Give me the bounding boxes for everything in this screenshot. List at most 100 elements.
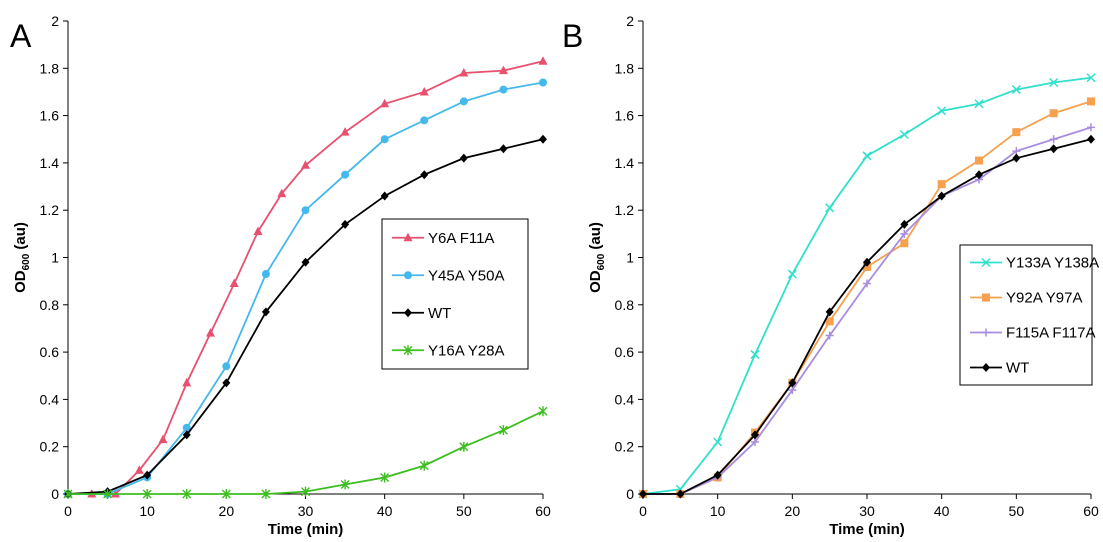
data-point (459, 97, 468, 106)
data-point (1049, 144, 1058, 154)
data-point (182, 430, 191, 440)
legend-item: WT (392, 305, 451, 322)
data-point (862, 151, 872, 161)
data-point (713, 470, 722, 480)
data-point (825, 331, 834, 340)
y-tick-label: 1.6 (615, 108, 635, 124)
data-point (459, 441, 469, 452)
legend-item: F115A F117A (970, 325, 1096, 342)
y-axis-title-unit: (au) (587, 222, 604, 254)
x-tick-label: 30 (859, 503, 875, 519)
data-point (222, 362, 231, 371)
x-tick-label: 10 (139, 503, 155, 519)
data-point (1049, 77, 1059, 88)
legend-item: Y45A Y50A (392, 267, 504, 284)
data-point (713, 437, 723, 447)
data-point (1087, 123, 1095, 132)
x-axis-title: Time (min) (268, 521, 344, 538)
y-axis-title-main: OD (587, 270, 604, 293)
data-point (751, 430, 759, 440)
data-point (301, 257, 310, 267)
legend-swatch-marker (403, 232, 413, 242)
data-point (499, 85, 508, 94)
legend-item: Y133A Y138A (970, 255, 1099, 272)
data-point (261, 307, 270, 317)
legend-label: Y6A F11A (428, 230, 494, 247)
legend-item: Y16A Y28A (392, 342, 504, 359)
legend-box (381, 218, 529, 370)
y-tick-label: 2 (626, 13, 634, 29)
chart-panel-b: B00.20.40.60.811.21.41.61.820 10 20 30 40 50 6… (562, 13, 1099, 538)
data-point (459, 68, 469, 77)
y-tick-label: 0.8 (615, 297, 635, 313)
x-tick-label: 30 (298, 503, 314, 519)
data-point (340, 127, 350, 136)
y-tick-label: 0 (626, 486, 634, 502)
series-wt (64, 134, 547, 499)
data-point (253, 226, 263, 235)
series-y133a-y138a (638, 73, 1096, 499)
data-point (974, 99, 984, 109)
x-tick-label: 0 (64, 503, 72, 519)
data-point (340, 479, 350, 490)
data-point (538, 56, 548, 65)
data-point (937, 106, 947, 116)
x-tick-label: 10 (710, 503, 726, 519)
data-point (788, 378, 797, 388)
x-tick-label: 60 (1083, 503, 1099, 519)
y-tick-label: 0.4 (40, 391, 60, 407)
data-point (787, 269, 797, 279)
y-tick-label: 1.4 (615, 155, 635, 171)
data-point (301, 486, 310, 497)
y-axis-title-unit: (au) (12, 222, 29, 254)
data-point (222, 378, 231, 388)
series-y16a-y28a (63, 406, 548, 499)
y-axis-title-subscript: 600 (596, 253, 607, 270)
y-tick-label: 0.6 (40, 344, 60, 360)
data-point (158, 434, 168, 444)
data-point (142, 489, 152, 499)
y-tick-label: 1.6 (40, 108, 60, 124)
panel-label: B (562, 18, 583, 54)
data-point (825, 317, 834, 326)
data-point (420, 116, 429, 125)
x-tick-label: 50 (456, 503, 472, 519)
y-tick-label: 0.8 (40, 297, 60, 313)
legend-label: Y92A Y97A (1006, 290, 1082, 307)
legend-label: F115A F117A (1006, 325, 1096, 342)
panel-label: A (10, 18, 32, 54)
data-point (143, 470, 152, 480)
data-point (380, 135, 389, 144)
y-tick-label: 1 (51, 250, 59, 266)
y-tick-label: 1.2 (40, 202, 60, 218)
data-point (301, 206, 310, 215)
legend-swatch-marker (982, 363, 990, 372)
data-point (975, 156, 983, 165)
y-tick-label: 1.8 (615, 60, 635, 76)
legend-label: Y133A Y138A (1006, 255, 1099, 272)
data-point (863, 262, 871, 271)
data-point (825, 307, 834, 317)
x-tick-label: 50 (1009, 503, 1025, 519)
data-point (539, 78, 547, 87)
data-point (1087, 97, 1095, 106)
data-point (103, 489, 113, 499)
data-point (380, 472, 390, 483)
y-tick-label: 0.6 (615, 344, 635, 360)
data-point (900, 219, 909, 229)
data-point (419, 460, 429, 471)
x-tick-label: 40 (377, 503, 393, 519)
y-tick-label: 0.4 (615, 391, 635, 407)
data-point (539, 134, 547, 144)
data-point (750, 349, 760, 359)
legend-item: Y6A F11A (392, 230, 494, 247)
y-tick-label: 0 (51, 486, 59, 502)
y-tick-label: 1 (626, 250, 634, 266)
data-point (229, 278, 239, 288)
data-point (1012, 153, 1021, 163)
data-point (221, 489, 231, 499)
legend-swatch-marker (404, 308, 412, 318)
data-point (459, 153, 468, 163)
data-point (182, 377, 192, 387)
